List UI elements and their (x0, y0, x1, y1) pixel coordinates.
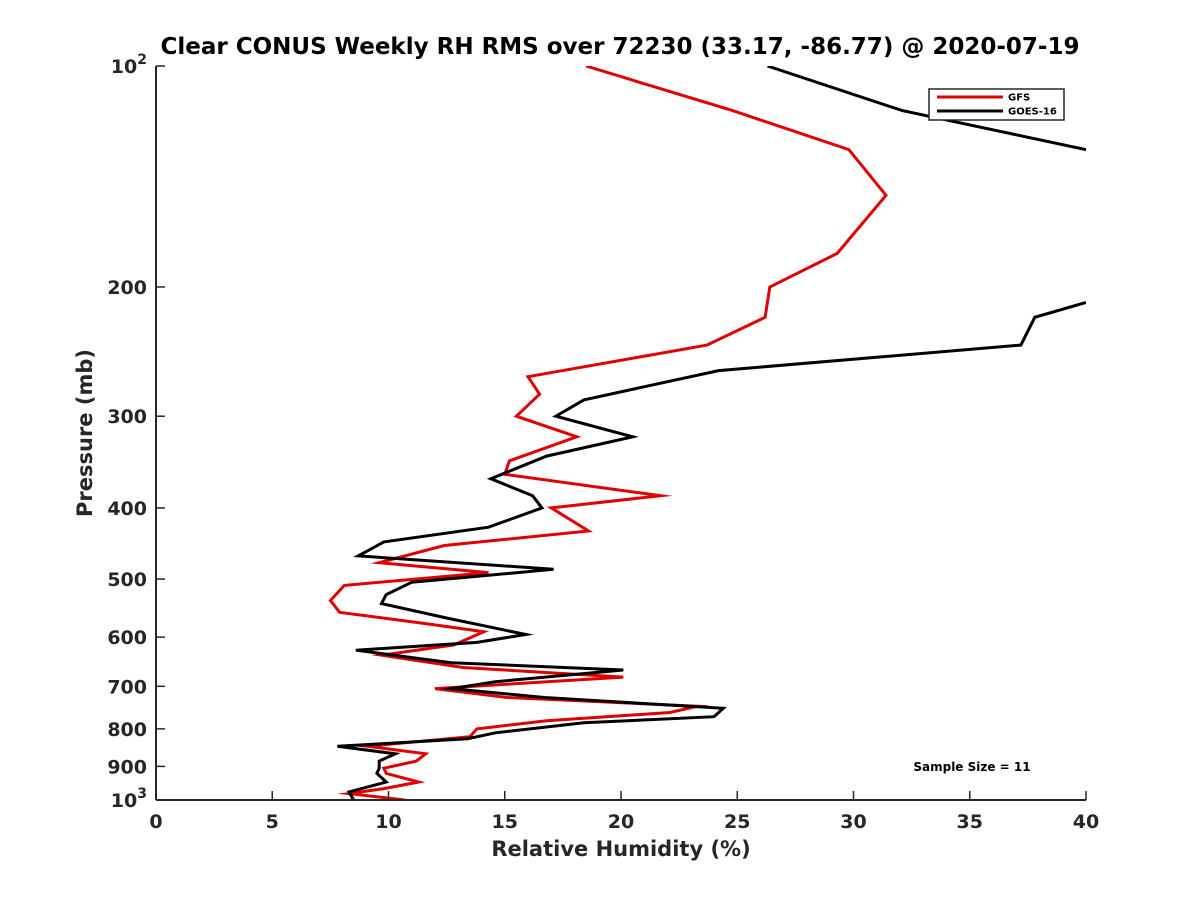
legend-label: GFS (1008, 93, 1030, 104)
x-tick-label: 15 (492, 811, 518, 833)
y-tick-label: 103 (111, 786, 147, 812)
x-tick-label: 25 (724, 811, 750, 833)
x-axis-label: Relative Humidity (%) (491, 837, 750, 861)
x-tick-label: 20 (608, 811, 634, 833)
x-axis-ticks: 0 5 10 15 20 25 30 35 40 (149, 791, 1099, 833)
y-tick-label: 500 (107, 569, 147, 591)
y-tick-label: 600 (107, 627, 147, 649)
y-tick-label: 800 (107, 719, 147, 741)
legend-box (928, 88, 1065, 121)
y-tick-label: 400 (107, 498, 147, 520)
y-tick-label: 700 (107, 676, 147, 698)
chart-title: Clear CONUS Weekly RH RMS over 72230 (33… (161, 34, 1080, 60)
x-tick-label: 5 (266, 811, 279, 833)
x-tick-label: 40 (1073, 811, 1099, 833)
y-tick-label: 300 (107, 406, 147, 428)
y-axis-label: Pressure (mb) (73, 349, 97, 517)
y-tick-label: 900 (107, 756, 147, 778)
y-axis-ticks: 102 200 300 400 500 600 700 800 900 103 (107, 52, 165, 812)
sample-size-annotation: Sample Size = 11 (913, 760, 1030, 774)
series-line-gfs (328, 66, 888, 800)
series-line-goes-16 (337, 66, 1086, 800)
legend: GFS GOES-16 (928, 88, 1065, 121)
legend-label: GOES-16 (1008, 107, 1057, 118)
x-tick-label: 10 (375, 811, 401, 833)
y-tick-label: 102 (111, 52, 147, 78)
x-tick-label: 30 (840, 811, 866, 833)
x-tick-label: 35 (957, 811, 983, 833)
y-tick-label: 200 (107, 277, 147, 299)
x-tick-label: 0 (149, 811, 162, 833)
series-layer (328, 66, 1086, 800)
